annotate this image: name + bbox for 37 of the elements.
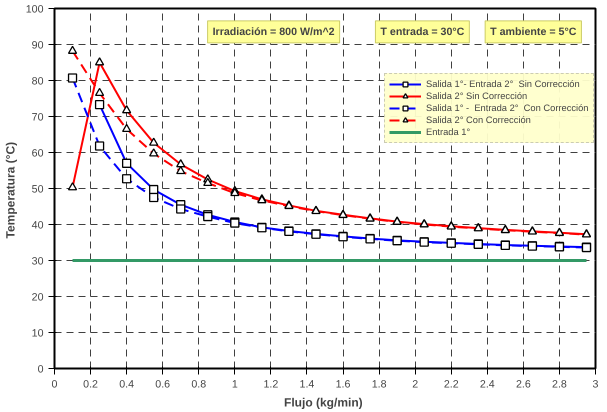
legend-label: Salida 2° Con Corrección <box>426 114 531 126</box>
y-tick-label: 30 <box>32 256 44 268</box>
y-tick-label: 10 <box>32 328 44 340</box>
y-tick-label: 50 <box>32 184 44 196</box>
x-tick-label: 1.8 <box>372 378 387 390</box>
x-tick-label: 1.4 <box>300 378 314 390</box>
y-tick-label: 70 <box>32 112 44 124</box>
y-tick-label: 100 <box>26 4 44 16</box>
y-tick-label: 40 <box>32 220 44 232</box>
legend-label: Entrada 1° <box>426 126 470 138</box>
x-tick-label: 2.8 <box>552 378 567 390</box>
x-tick-label: 1.2 <box>263 378 278 390</box>
y-axis-title: Temperatura (°C) <box>4 142 18 238</box>
x-tick-label: 1.6 <box>336 378 351 390</box>
x-tick-label: 3 <box>592 378 599 390</box>
x-tick-label: 2 <box>412 378 418 390</box>
x-tick-label: 0.4 <box>119 378 134 390</box>
x-tick-label: 0.6 <box>155 378 170 390</box>
annotation: T entrada = 30°C <box>380 26 465 38</box>
y-tick-label: 80 <box>32 76 44 88</box>
x-tick-label: 2.2 <box>444 378 459 390</box>
y-tick-label: 20 <box>32 292 44 304</box>
x-tick-label: 2.4 <box>480 378 495 390</box>
legend-label: Salida 1°- Entrada 2° Sin Corrección <box>426 78 580 90</box>
x-tick-label: 0 <box>52 378 58 390</box>
x-tick-label: 0.8 <box>191 378 206 390</box>
annotation: Irradiación = 800 W/m^2 <box>212 26 335 38</box>
x-tick-label: 2.6 <box>516 378 531 390</box>
annotation: T ambiente = 5°C <box>490 26 577 38</box>
x-tick-label: 0.2 <box>83 378 98 390</box>
legend-label: Salida 2° Sin Corrección <box>426 90 528 102</box>
y-tick-label: 0 <box>38 364 44 376</box>
y-tick-label: 90 <box>32 40 44 52</box>
legend-label: Salida 1° - Entrada 2° Con Corrección <box>426 102 588 114</box>
x-axis-title: Flujo (kg/min) <box>284 396 363 410</box>
y-tick-label: 60 <box>32 148 44 160</box>
x-tick-label: 1 <box>232 378 238 390</box>
